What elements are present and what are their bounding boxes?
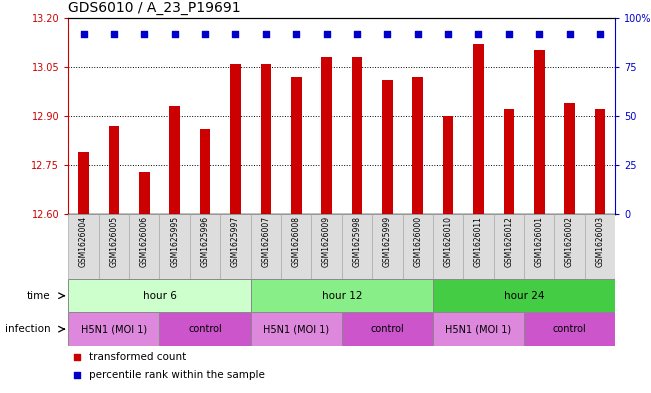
Text: hour 12: hour 12 — [322, 291, 362, 301]
Text: transformed count: transformed count — [89, 352, 186, 362]
Bar — [534, 50, 544, 214]
Point — [139, 31, 150, 37]
Bar — [433, 312, 524, 346]
Point — [443, 31, 453, 37]
Text: GSM1625995: GSM1625995 — [170, 216, 179, 267]
Bar — [230, 64, 241, 214]
Text: control: control — [553, 324, 587, 334]
Bar — [311, 214, 342, 279]
Text: GSM1625999: GSM1625999 — [383, 216, 392, 267]
Text: GSM1626011: GSM1626011 — [474, 216, 483, 267]
Bar — [190, 214, 220, 279]
Bar — [68, 214, 99, 279]
Bar — [524, 312, 615, 346]
Text: GSM1626001: GSM1626001 — [534, 216, 544, 267]
Point — [504, 31, 514, 37]
Point — [473, 31, 484, 37]
Point — [230, 31, 241, 37]
Bar — [342, 312, 433, 346]
Bar — [433, 214, 464, 279]
Bar — [251, 312, 342, 346]
Text: GSM1625998: GSM1625998 — [352, 216, 361, 267]
Text: infection: infection — [5, 324, 50, 334]
Text: hour 24: hour 24 — [504, 291, 544, 301]
Text: GSM1625996: GSM1625996 — [201, 216, 210, 267]
Bar — [159, 312, 251, 346]
Text: GSM1625997: GSM1625997 — [231, 216, 240, 267]
Text: GDS6010 / A_23_P19691: GDS6010 / A_23_P19691 — [68, 1, 241, 15]
Point — [322, 31, 332, 37]
Point — [564, 31, 575, 37]
Bar — [413, 77, 423, 214]
Point — [72, 354, 82, 360]
Point — [260, 31, 271, 37]
Bar — [342, 214, 372, 279]
Bar — [68, 279, 251, 312]
Text: GSM1626007: GSM1626007 — [261, 216, 270, 267]
Bar — [281, 214, 311, 279]
Bar — [109, 126, 119, 214]
Bar — [493, 214, 524, 279]
Bar — [220, 214, 251, 279]
Bar — [433, 279, 615, 312]
Text: GSM1626002: GSM1626002 — [565, 216, 574, 267]
Text: GSM1626006: GSM1626006 — [140, 216, 149, 267]
Bar — [99, 214, 129, 279]
Text: GSM1626009: GSM1626009 — [322, 216, 331, 267]
Bar — [251, 279, 433, 312]
Point — [72, 372, 82, 378]
Bar — [402, 214, 433, 279]
Text: H5N1 (MOI 1): H5N1 (MOI 1) — [445, 324, 512, 334]
Bar — [372, 214, 402, 279]
Text: GSM1626008: GSM1626008 — [292, 216, 301, 267]
Bar — [321, 57, 332, 214]
Bar — [443, 116, 453, 214]
Bar — [139, 172, 150, 214]
Bar — [260, 64, 271, 214]
Text: GSM1626004: GSM1626004 — [79, 216, 88, 267]
Point — [169, 31, 180, 37]
Bar — [251, 214, 281, 279]
Bar — [585, 214, 615, 279]
Bar — [68, 312, 159, 346]
Bar — [291, 77, 301, 214]
Text: percentile rank within the sample: percentile rank within the sample — [89, 370, 265, 380]
Point — [200, 31, 210, 37]
Bar — [352, 57, 362, 214]
Text: GSM1626000: GSM1626000 — [413, 216, 422, 267]
Point — [534, 31, 544, 37]
Text: GSM1626012: GSM1626012 — [505, 216, 514, 267]
Text: H5N1 (MOI 1): H5N1 (MOI 1) — [263, 324, 329, 334]
Point — [595, 31, 605, 37]
Bar — [382, 80, 393, 214]
Text: time: time — [27, 291, 50, 301]
Bar — [200, 129, 210, 214]
Bar — [524, 214, 555, 279]
Point — [291, 31, 301, 37]
Bar — [503, 109, 514, 214]
Text: control: control — [370, 324, 404, 334]
Point — [382, 31, 393, 37]
Bar — [555, 214, 585, 279]
Text: GSM1626005: GSM1626005 — [109, 216, 118, 267]
Bar — [594, 109, 605, 214]
Bar — [473, 44, 484, 214]
Bar — [464, 214, 493, 279]
Point — [413, 31, 423, 37]
Point — [109, 31, 119, 37]
Text: control: control — [188, 324, 222, 334]
Bar — [564, 103, 575, 214]
Text: H5N1 (MOI 1): H5N1 (MOI 1) — [81, 324, 147, 334]
Bar — [169, 106, 180, 214]
Text: GSM1626003: GSM1626003 — [596, 216, 605, 267]
Text: GSM1626010: GSM1626010 — [443, 216, 452, 267]
Point — [78, 31, 89, 37]
Bar — [78, 152, 89, 214]
Bar — [129, 214, 159, 279]
Bar — [159, 214, 190, 279]
Text: hour 6: hour 6 — [143, 291, 176, 301]
Point — [352, 31, 362, 37]
